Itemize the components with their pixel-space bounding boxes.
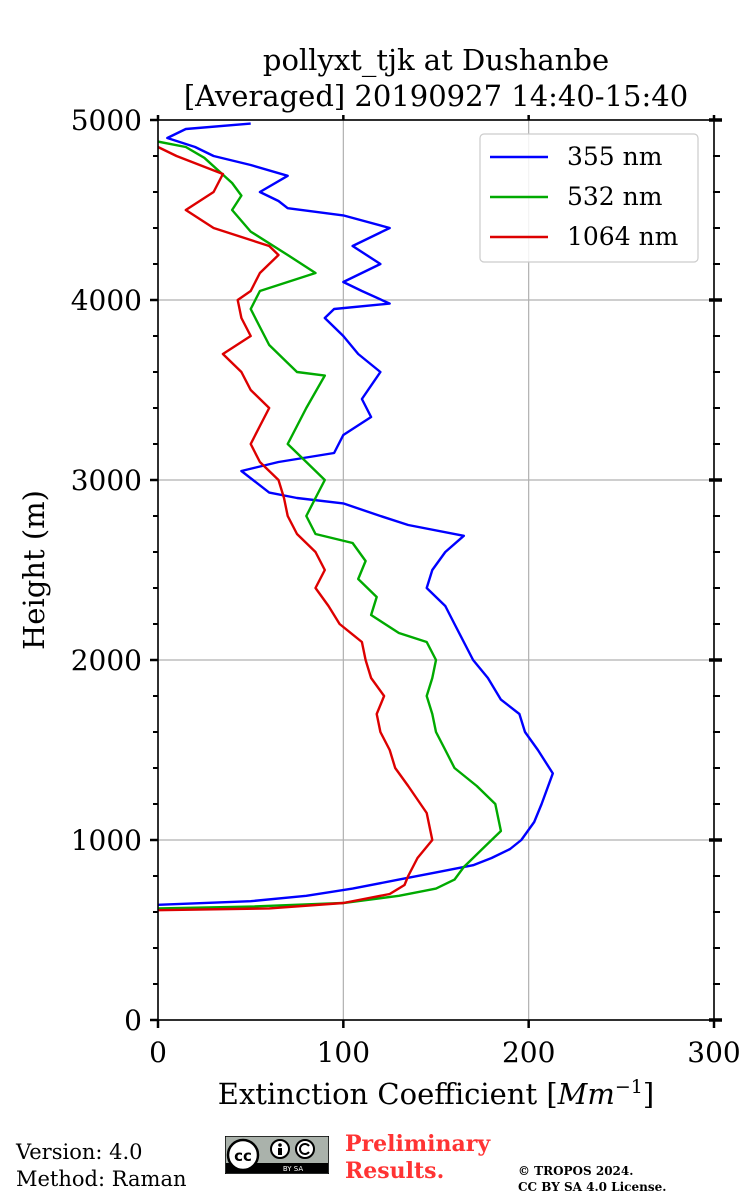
x-axis-label-main: Extinction Coefficient [ (218, 1077, 558, 1111)
preliminary-results-text: Preliminary Results. (345, 1131, 490, 1185)
y-tick-label-2000: 2000 (71, 644, 142, 677)
cc-icon (226, 1138, 260, 1172)
plot-frame (157, 119, 715, 1021)
series-line-355-nm (158, 122, 554, 906)
y-tick-label-4000: 4000 (71, 284, 142, 317)
chart-subtitle: [Averaged] 20190927 14:40-15:40 (184, 79, 688, 113)
x-tick-label-300: 300 (687, 1036, 740, 1069)
version-text: Version: 4.0 (16, 1140, 143, 1164)
svg-text:cc: cc (234, 1147, 252, 1165)
cc-license-logo: cc BY SA (225, 1136, 329, 1174)
x-tick-label-100: 100 (317, 1036, 370, 1069)
legend-label-1064: 1064 nm (567, 222, 679, 251)
x-tick-label-200: 200 (502, 1036, 555, 1069)
cc-logo-text: BY SA (283, 1165, 303, 1173)
x-axis-label-unit: Mm (557, 1077, 615, 1111)
y-tick-label-1000: 1000 (71, 824, 142, 857)
x-tick-label-0: 0 (149, 1036, 167, 1069)
method-text: Method: Raman (16, 1167, 187, 1191)
chart-title: pollyxt_tjk at Dushanbe (263, 43, 609, 78)
x-axis-label-exponent: −1 (615, 1076, 643, 1098)
series-line-1064-nm (158, 145, 434, 912)
y-axis-label: Height (m) (17, 490, 51, 650)
legend-box (479, 133, 699, 263)
preliminary-line-2: Results. (345, 1158, 445, 1184)
series-line-532-nm (158, 140, 503, 910)
preliminary-line-1: Preliminary (345, 1131, 491, 1157)
x-axis-label-close: ] (643, 1077, 654, 1111)
y-tick-label-0: 0 (124, 1004, 142, 1037)
copyright-line-2: CC BY SA 4.0 License. (518, 1180, 667, 1194)
copyright-line-1: © TROPOS 2024. (518, 1164, 634, 1178)
y-tick-label-5000: 5000 (71, 104, 142, 137)
series-layer (158, 122, 554, 912)
legend-label-355: 355 nm (567, 142, 663, 171)
legend: 355 nm 532 nm 1064 nm (479, 133, 699, 263)
sa-icon (295, 1139, 315, 1159)
ticks (150, 115, 722, 1028)
legend-label-532: 532 nm (567, 182, 663, 211)
y-tick-label-3000: 3000 (71, 464, 142, 497)
x-axis-label: Extinction Coefficient [Mm−1] (218, 1076, 654, 1111)
